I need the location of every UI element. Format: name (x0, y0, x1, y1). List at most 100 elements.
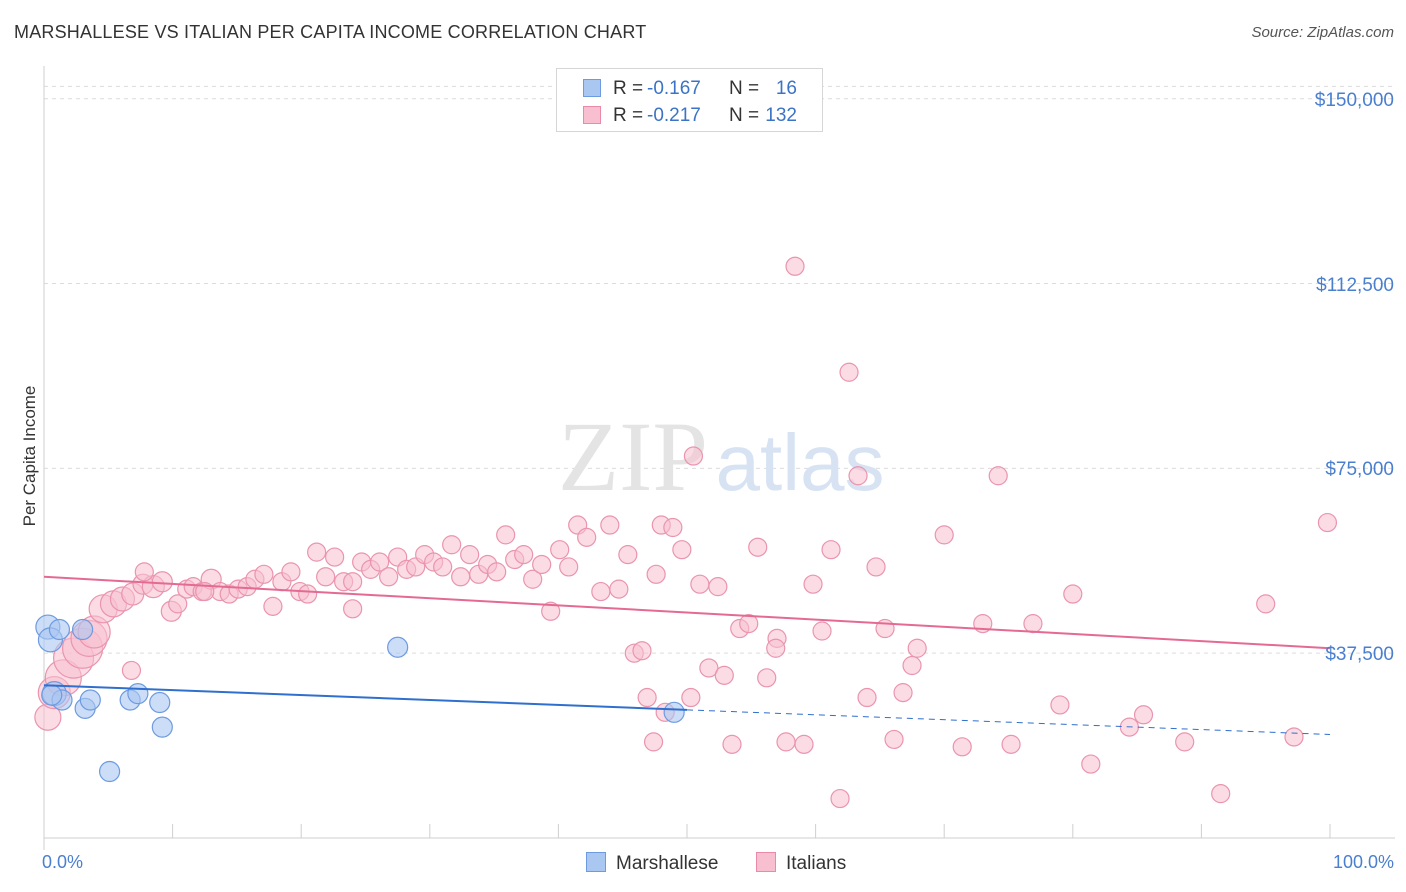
legend-r-label: R = (613, 78, 644, 99)
italians-point (907, 638, 927, 658)
legend-n-value: 16 (775, 78, 797, 99)
y-tick-label: $150,000 (1314, 89, 1394, 111)
watermark: ZIP atlas (558, 401, 884, 512)
italians-point (1081, 754, 1101, 774)
italians-point (857, 687, 877, 708)
italians-point (952, 737, 972, 757)
italians-point (618, 545, 638, 565)
source-label: Source: ZipAtlas.com (1251, 24, 1394, 41)
italians-point (195, 581, 215, 602)
y-tick-label: $37,500 (1325, 644, 1394, 666)
italians-point (866, 557, 886, 577)
marshallese-point (79, 689, 101, 711)
italians-point (591, 581, 611, 602)
italians-point (748, 537, 768, 557)
italians-point (1001, 734, 1021, 754)
italians-point (442, 535, 462, 555)
italians-point (121, 660, 142, 681)
italians-point (343, 572, 363, 592)
italians-point (343, 599, 363, 619)
italians-point (577, 527, 597, 547)
y-tick-label: $75,000 (1325, 459, 1394, 481)
chart-title: MARSHALLESE VS ITALIAN PER CAPITA INCOME… (14, 22, 647, 42)
italians-point (699, 658, 719, 678)
italians-point (514, 545, 534, 565)
watermark-zip: ZIP (558, 401, 708, 512)
italians-point (812, 621, 832, 641)
italians-point (609, 579, 629, 599)
italians-point (600, 515, 620, 535)
italians-point (690, 574, 710, 594)
watermark-atlas: atlas (716, 418, 885, 507)
italians-point (151, 571, 173, 593)
italians-point (451, 567, 471, 587)
marshallese-trend-extension (686, 709, 1331, 735)
italians-point (487, 562, 507, 582)
italians-point (254, 564, 274, 584)
series-italians (34, 256, 1338, 809)
italians-point (681, 687, 701, 708)
bottom-legend-swatch-italians (756, 852, 776, 872)
italians-point (1175, 732, 1195, 752)
italians-point (532, 554, 552, 575)
italians-point (1211, 784, 1231, 804)
italians-point (370, 552, 390, 572)
italians-point (433, 557, 453, 577)
legend-r-value: -0.167 (647, 78, 701, 99)
italians-point (708, 577, 728, 597)
italians-point (1050, 695, 1070, 715)
legend-r-value: -0.217 (647, 105, 701, 126)
bottom-legend-italians: Italians (756, 852, 846, 875)
x-tick-label-max: 100.0% (1332, 852, 1394, 872)
italians-point (559, 557, 579, 577)
italians-point (757, 668, 777, 688)
marshallese-point (98, 760, 121, 783)
italians-point (1284, 727, 1304, 747)
italians-point (307, 542, 327, 562)
legend-n-value: 132 (765, 105, 797, 126)
italians-point (714, 665, 734, 685)
italians-point (794, 734, 814, 754)
legend-n-label: N = (729, 78, 760, 99)
italians-point (1133, 705, 1154, 725)
series-marshallese (35, 614, 685, 783)
italians-point (134, 562, 154, 582)
italians-point (934, 525, 954, 545)
bottom-legend-marshallese: Marshallese (586, 852, 718, 875)
bottom-legend-label-marshallese: Marshallese (616, 853, 719, 874)
y-axis-label: Per Capita Income (20, 385, 39, 527)
italians-point (1063, 584, 1083, 604)
italians-point (316, 567, 336, 587)
italians-point (830, 788, 850, 809)
italians-point (683, 446, 704, 466)
bottom-legend-label-italians: Italians (786, 853, 847, 874)
italians-point (632, 641, 652, 661)
italians-point (168, 594, 188, 614)
italians-point (884, 729, 904, 750)
italians-point (893, 683, 913, 703)
legend-swatch-marshallese (583, 79, 601, 97)
marshallese-point (41, 684, 63, 706)
gridlines (44, 85, 1395, 654)
marshallese-point (151, 716, 173, 738)
italians-point (839, 362, 859, 382)
italians-point (281, 562, 301, 582)
x-tick-label-min: 0.0% (42, 852, 84, 872)
bottom-legend-swatch-marshallese (586, 852, 606, 872)
italians-point (785, 256, 805, 276)
marshallese-point (48, 618, 71, 641)
italians-point (550, 540, 570, 560)
italians-point (1023, 614, 1043, 634)
italians-point (541, 601, 561, 621)
italians-point (298, 584, 318, 604)
italians-point (722, 734, 742, 754)
legend-n-label: N = (729, 105, 760, 126)
legend-swatch-italians (583, 106, 601, 124)
italians-point (902, 655, 922, 676)
italians-point (263, 596, 283, 616)
italians-point (663, 517, 683, 538)
y-tick-label: $112,500 (1316, 274, 1394, 296)
marshallese-point (127, 682, 149, 705)
marshallese-point (387, 636, 409, 658)
